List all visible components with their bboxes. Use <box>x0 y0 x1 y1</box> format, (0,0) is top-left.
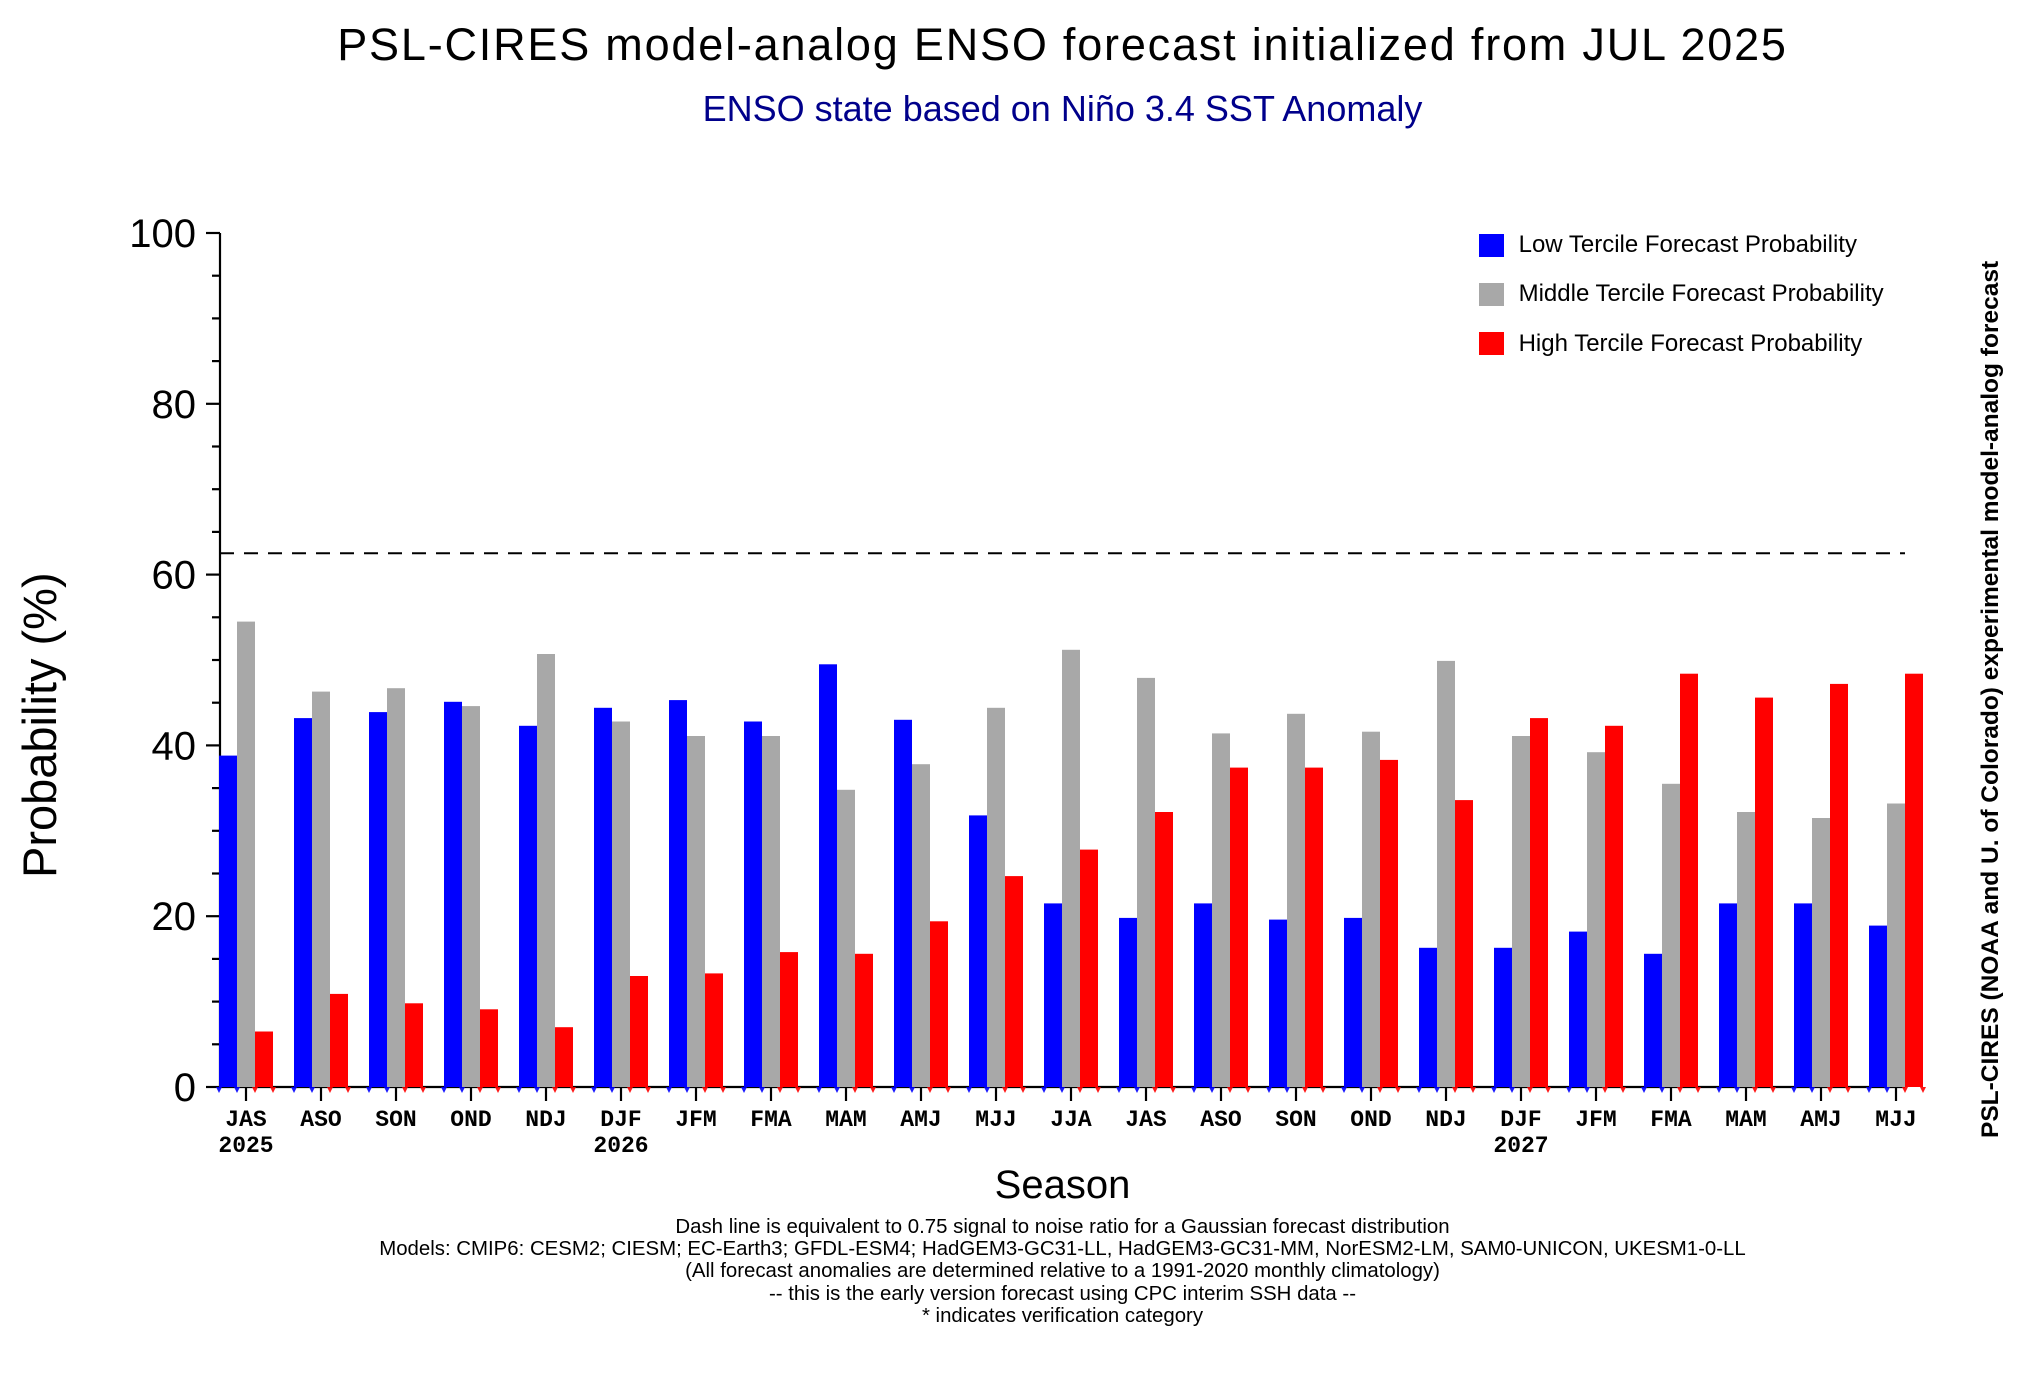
svg-text:0: 0 <box>174 1066 196 1110</box>
svg-text:80: 80 <box>152 383 197 427</box>
svg-text:100: 100 <box>129 212 196 256</box>
svg-text:20: 20 <box>152 895 197 939</box>
svg-text:40: 40 <box>152 724 197 768</box>
svg-text:60: 60 <box>152 554 197 598</box>
